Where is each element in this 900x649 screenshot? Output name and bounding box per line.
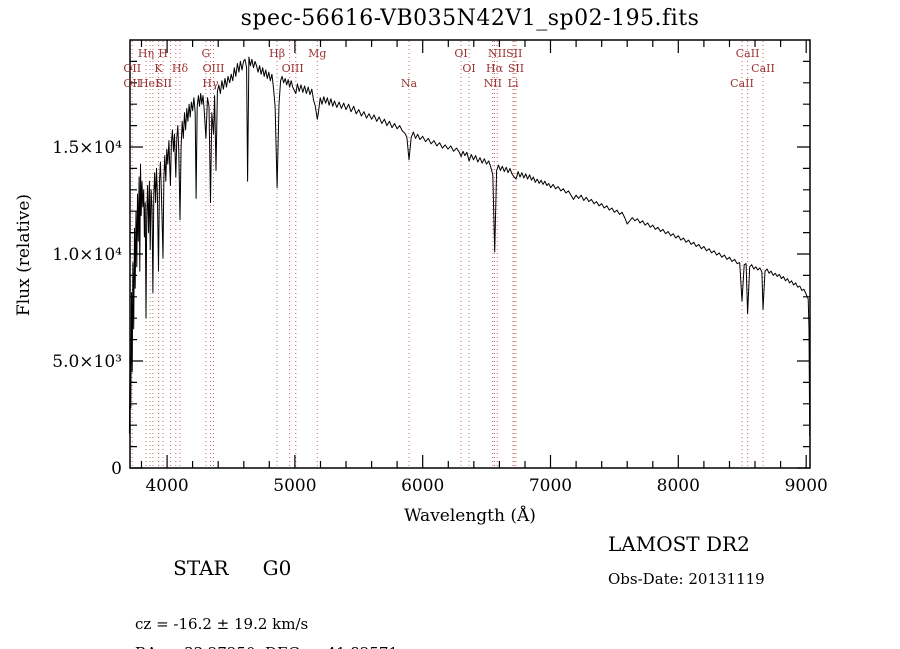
spectral-line-label: SII	[506, 47, 522, 60]
spectral-line-label: H	[158, 47, 168, 60]
spectral-line-label: CaII	[730, 77, 754, 90]
y-tick-label: 5.0×10³	[52, 352, 122, 372]
spectral-line-label: NII	[484, 77, 502, 90]
page-title: spec-56616-VB035N42V1_sp02-195.fits	[240, 6, 700, 31]
spectral-line-label: NII	[488, 47, 506, 60]
spectral-line-label: Li	[508, 77, 519, 90]
spectrum-curve	[128, 56, 811, 436]
spectral-line-label: OII	[123, 62, 141, 75]
spectral-line-label: OI	[454, 47, 467, 60]
x-axis-label: Wavelength (Å)	[404, 506, 536, 526]
y-tick-label: 1.5×10⁴	[52, 138, 122, 158]
plot-frame	[129, 39, 811, 469]
footer-right-block: LAMOST DR2 Obs-Date: 20131119	[608, 532, 888, 588]
spectral-line-label: Na	[401, 77, 418, 90]
x-tick-label: 8000	[657, 476, 700, 496]
y-tick-label: 1.0×10⁴	[52, 245, 122, 265]
subclass-label: G0	[262, 556, 292, 580]
spectral-line-label: Mg	[308, 47, 326, 60]
spectral-line-label: CaII	[736, 47, 760, 60]
y-axis-label: Flux (relative)	[14, 193, 34, 317]
spectral-line-label: Hδ	[172, 62, 189, 75]
spectral-line-label: Hγ	[202, 77, 219, 90]
spectral-line-label: OIII	[202, 62, 224, 75]
y-tick-label: 0	[111, 459, 122, 479]
cz-line: cz = -16.2 ± 19.2 km/s	[135, 615, 309, 633]
spectral-line-label: Hα	[486, 62, 504, 75]
footer-left-block: STAR G0 cz = -16.2 ± 19.2 km/s RA = 33.27…	[135, 532, 555, 649]
spectral-line-label: OII	[123, 77, 141, 90]
ra-dec-line: RA = 33.27250, DEC = 41.82571	[135, 644, 555, 649]
spectral-line-label: OIII	[282, 62, 304, 75]
x-tick-label: 9000	[785, 476, 828, 496]
spectral-line-label: SII	[156, 77, 172, 90]
x-tick-label: 4000	[145, 476, 188, 496]
x-tick-label: 5000	[273, 476, 316, 496]
spectral-line-label: Hβ	[269, 47, 285, 60]
spectral-line-label: SII	[508, 62, 524, 75]
spectral-line-label: Hη	[138, 47, 154, 60]
spectral-line-label: OI	[462, 62, 475, 75]
x-tick-label: 6000	[401, 476, 444, 496]
class-label: STAR	[173, 556, 229, 580]
classification-line: STAR G0	[135, 532, 555, 604]
survey-label: LAMOST DR2	[608, 532, 750, 556]
spectral-line-label: G	[202, 47, 211, 60]
x-tick-label: 7000	[529, 476, 572, 496]
obs-date-line: Obs-Date: 20131119	[608, 570, 765, 588]
spectral-line-label: K	[154, 62, 163, 75]
spectral-line-label: HeI	[139, 77, 159, 90]
spectral-line-label: CaII	[751, 62, 775, 75]
axis-ticks	[130, 40, 810, 469]
